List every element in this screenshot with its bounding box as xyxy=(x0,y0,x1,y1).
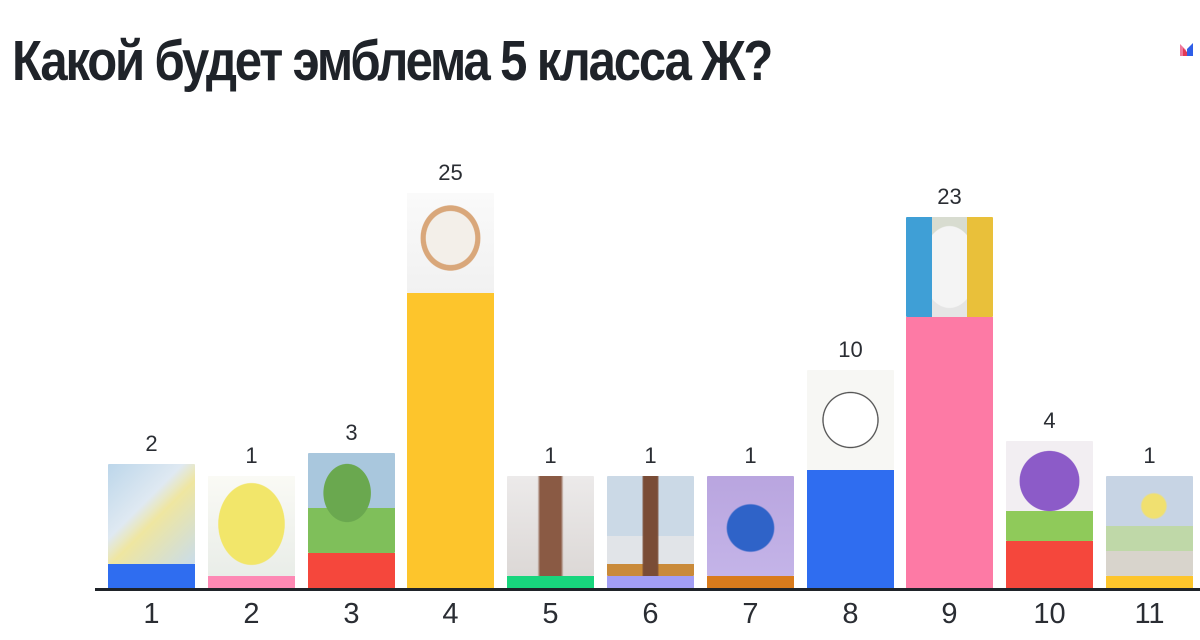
bar-1 xyxy=(108,464,195,588)
bar-11 xyxy=(1106,476,1193,588)
bar-fill xyxy=(607,576,694,588)
x-axis-tick-label: 8 xyxy=(842,598,859,630)
x-axis-tick-label: 3 xyxy=(343,598,360,630)
bar-fill xyxy=(906,317,993,588)
x-axis-tick-label: 1 xyxy=(143,598,160,630)
bar-fill xyxy=(108,564,195,588)
sun-landscape-drawing-image xyxy=(1106,476,1193,576)
bar-value-label: 1 xyxy=(644,443,657,468)
x-axis-tick-label: 4 xyxy=(442,598,459,630)
x-axis-tick-label: 2 xyxy=(243,598,260,630)
bar-fill xyxy=(308,553,395,588)
bar-value-label: 1 xyxy=(1143,443,1156,468)
bar-value-label: 2 xyxy=(145,431,158,456)
x-axis-tick-label: 11 xyxy=(1134,598,1165,630)
bar-value-label: 3 xyxy=(345,420,358,445)
x-axis-tick-label: 6 xyxy=(642,598,659,630)
bar-7 xyxy=(707,476,794,588)
spring-tree-drawing-image xyxy=(607,476,694,576)
bar-6 xyxy=(607,476,694,588)
x-axis-line xyxy=(95,588,1200,591)
bar-value-label: 10 xyxy=(838,337,863,362)
bar-fill xyxy=(1006,541,1093,588)
bar-5 xyxy=(507,476,594,588)
bar-fill xyxy=(407,293,494,588)
bar-fill xyxy=(507,576,594,588)
bar-value-label: 1 xyxy=(544,443,557,468)
yellow-egg-drawing-image xyxy=(208,476,295,576)
x-axis-tick-label: 7 xyxy=(742,598,759,630)
blue-globe-drawing-image xyxy=(707,476,794,576)
5-class-circle-drawing-image xyxy=(807,370,894,470)
bar-8 xyxy=(807,370,894,588)
mentimeter-logo-icon xyxy=(1180,43,1193,56)
bar-2 xyxy=(208,476,295,588)
hand-with-zh-drawing-image xyxy=(906,217,993,317)
bar-4 xyxy=(407,193,494,588)
brown-tree-drawing-image xyxy=(507,476,594,576)
bar-value-label: 23 xyxy=(937,184,962,209)
bar-fill xyxy=(807,470,894,588)
bar-3 xyxy=(308,453,395,588)
bar-9 xyxy=(906,217,993,588)
tree-on-hill-drawing-image xyxy=(308,453,395,553)
bar-fill xyxy=(707,576,794,588)
leaf-drawing-image xyxy=(108,464,195,564)
page-title: Какой будет эмблема 5 класса Ж? xyxy=(12,29,773,93)
x-axis-tick-label: 10 xyxy=(1033,598,1066,630)
bar-value-label: 25 xyxy=(438,160,463,185)
bar-value-label: 1 xyxy=(245,443,258,468)
x-axis-tick-label: 5 xyxy=(542,598,559,630)
x-axis-tick-label: 9 xyxy=(941,598,958,630)
purple-tree-drawing-image xyxy=(1006,441,1093,541)
bar-value-label: 1 xyxy=(744,443,757,468)
bar-fill xyxy=(208,576,295,588)
bar-value-label: 4 xyxy=(1043,408,1056,433)
bar-10 xyxy=(1006,441,1093,588)
bar-fill xyxy=(1106,576,1193,588)
5zh-best-class-emblem-image xyxy=(407,193,494,293)
